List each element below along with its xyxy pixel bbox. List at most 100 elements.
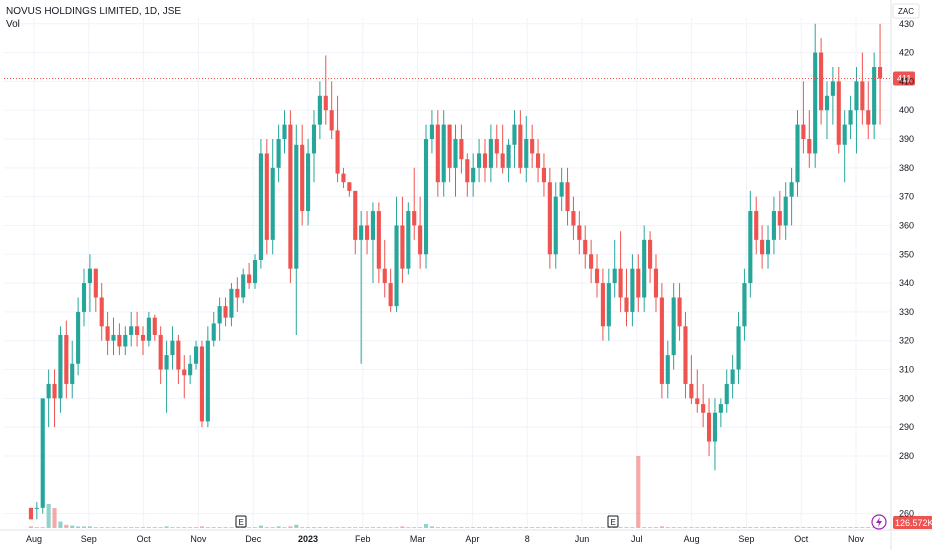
candle-body: [671, 297, 676, 356]
candle-body: [872, 66, 877, 125]
x-tick-label: Feb: [355, 534, 371, 544]
volume-bar: [40, 527, 45, 528]
x-tick-label: Sep: [738, 534, 754, 544]
x-tick-label: Mar: [410, 534, 426, 544]
candle-body: [771, 211, 776, 240]
volume-bars: [28, 456, 883, 528]
candle-body: [364, 225, 370, 240]
volume-bar: [795, 527, 800, 528]
volume-bar: [648, 527, 653, 528]
candle-body: [712, 412, 718, 442]
volume-bar: [370, 527, 376, 528]
x-tick-label: 8: [525, 534, 530, 544]
candle-body: [211, 323, 216, 341]
volume-bar: [836, 527, 841, 528]
candle-body: [406, 211, 411, 269]
candle-body: [518, 124, 523, 168]
candle-body: [830, 81, 835, 96]
volume-bar: [176, 527, 181, 528]
volume-bar: [288, 526, 293, 528]
y-tick-label: 390: [899, 134, 914, 144]
volume-bar: [311, 527, 317, 528]
lightning-bolt: [876, 517, 882, 527]
volume-bar: [129, 527, 134, 528]
volume-bar: [188, 527, 193, 528]
candle-body: [848, 110, 853, 125]
candle-body: [135, 326, 140, 335]
volume-bar: [211, 527, 216, 528]
y-tick-label: 280: [899, 451, 914, 461]
volume-bar: [447, 527, 452, 528]
x-tick-label: Nov: [190, 534, 207, 544]
volume-bar: [612, 527, 617, 528]
candle-body: [748, 211, 753, 284]
volume-bar: [264, 527, 269, 528]
x-tick-label: Oct: [794, 534, 809, 544]
volume-bar: [530, 527, 535, 528]
volume-bar: [182, 527, 187, 528]
volume-bar: [754, 527, 759, 528]
candle-body: [571, 211, 576, 226]
volume-bar: [429, 526, 434, 528]
volume-bar: [388, 527, 393, 528]
grid: [4, 18, 891, 528]
candle-body: [488, 139, 493, 168]
candle-body: [311, 124, 317, 154]
volume-bar: [695, 527, 700, 528]
volume-bar: [52, 508, 57, 528]
volume-bar: [435, 527, 440, 528]
volume-bar: [406, 527, 411, 528]
candle-body: [877, 66, 883, 79]
candle-body: [353, 190, 358, 240]
volume-bar: [241, 527, 246, 528]
volume-bar: [577, 527, 582, 528]
candle-body: [618, 268, 623, 298]
volume-bar: [771, 527, 776, 528]
candle-body: [653, 268, 659, 298]
candle-body: [176, 340, 181, 370]
candle-body: [418, 225, 423, 255]
candle-body: [264, 153, 269, 240]
last-price-text: 411: [897, 74, 911, 84]
volume-bar: [252, 527, 258, 528]
candle-body: [559, 182, 564, 197]
candle-body: [648, 239, 653, 269]
y-tick-label: 420: [899, 48, 914, 58]
volume-bar: [294, 524, 299, 528]
volume-bar: [807, 527, 812, 528]
candle-body: [146, 317, 151, 341]
y-tick-label: 380: [899, 163, 914, 173]
candle-body: [46, 383, 51, 399]
candle-body: [589, 254, 594, 269]
volume-bar: [117, 527, 122, 528]
volume-bar: [518, 527, 523, 528]
volume-bar: [777, 527, 782, 528]
candle-body: [188, 363, 193, 376]
candle-body: [565, 182, 570, 212]
volume-bar: [535, 527, 541, 528]
candle-body: [117, 334, 122, 347]
candle-body: [630, 268, 635, 312]
candle-body: [93, 268, 98, 298]
candle-body: [252, 260, 258, 284]
volume-bar: [376, 527, 381, 528]
volume-bar: [28, 526, 34, 528]
volume-bar: [323, 527, 328, 528]
candle-body: [99, 297, 104, 327]
candle-body: [329, 110, 334, 131]
volume-bar: [359, 527, 364, 528]
candle-body: [447, 124, 452, 168]
candle-body: [370, 211, 376, 240]
volume-bar: [494, 527, 499, 528]
volume-label: Vol: [6, 19, 20, 30]
y-tick-label: 430: [899, 19, 914, 29]
volume-bar: [135, 527, 140, 528]
volume-bar: [701, 527, 706, 528]
candle-body: [394, 225, 399, 307]
volume-bar: [81, 526, 87, 528]
candle-body: [412, 211, 417, 226]
volume-bar: [553, 527, 558, 528]
volume-bar: [276, 526, 281, 528]
volume-bar: [111, 527, 116, 528]
